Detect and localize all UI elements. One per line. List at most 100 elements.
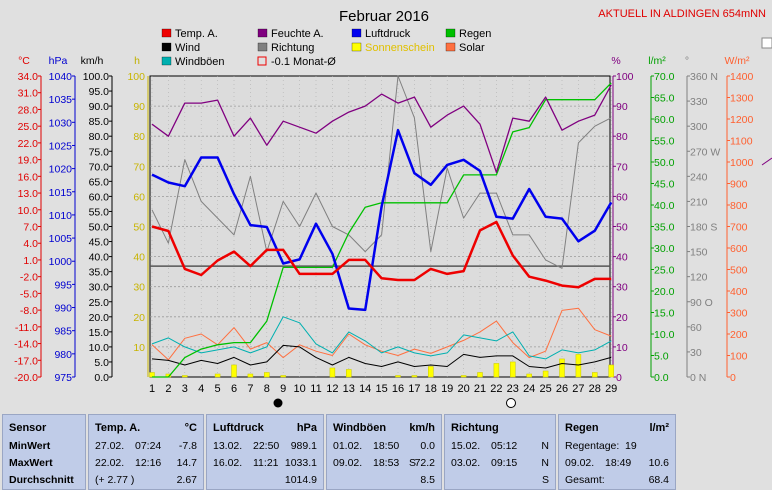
press-min-val: 989.1 (290, 440, 317, 452)
tick-label: 1400 (730, 71, 754, 83)
dir-max-time: 09:15 (491, 457, 518, 469)
tick-label: 1000 (730, 157, 754, 169)
tick-label: 90 O (690, 297, 713, 309)
tick-label: 45.0 (89, 237, 110, 249)
tick-label: 1020 (49, 164, 73, 176)
day-label: 16 (392, 383, 404, 395)
sunshine-bar (231, 364, 237, 378)
day-label: 7 (247, 383, 253, 395)
tick-label: 25.0 (18, 121, 39, 133)
rain-header: Regen (565, 422, 599, 434)
new-moon-icon (273, 398, 283, 408)
tick-label: 55.0 (89, 206, 110, 218)
tick-label: 1005 (49, 233, 73, 245)
stats-row-labels: Sensor MinWert MaxWert Durchschnitt (2, 414, 86, 490)
unit-2: km/h (81, 55, 104, 67)
station-label: AKTUELL IN ALDINGEN 654mNN (598, 8, 766, 20)
tick-label: 55.0 (654, 136, 675, 148)
day-label: 1 (149, 383, 155, 395)
tick-label: 1100 (730, 136, 753, 148)
tick-label: 10 (616, 342, 628, 354)
series-line-feuchte-a (151, 84, 612, 173)
sunshine-bar (477, 372, 483, 378)
tick-label: 5.0 (654, 351, 669, 363)
axis-units: °C hPa km/h h% l/m² ° W/m² (18, 55, 750, 67)
press-max-val: 1033.1 (284, 457, 317, 469)
day-label: 21 (474, 383, 486, 395)
series-line-solar (151, 307, 612, 361)
day-label: 17 (408, 383, 420, 395)
tick-label: 15.0 (89, 327, 110, 339)
tick-label: 30.0 (654, 243, 675, 255)
tick-label: 50.0 (89, 222, 110, 234)
sunshine-bar (247, 373, 254, 378)
tick-label: 990 (54, 303, 72, 315)
tick-label: 0 (730, 372, 736, 384)
tick-label: 70.0 (654, 71, 675, 83)
tick-label: 900 (730, 179, 748, 191)
gust-min-val: 0.0 (420, 440, 435, 452)
gust-unit: km/h (409, 422, 435, 434)
dir-header: Richtung (451, 422, 499, 434)
sun-tick-label: 100 (127, 71, 145, 83)
day-label: 8 (264, 383, 270, 395)
legend-label-2: Windböen (175, 56, 225, 68)
tick-label: 1300 (730, 93, 754, 105)
day-label: 27 (572, 383, 584, 395)
dir-max-val: N (541, 457, 549, 469)
weather-chart: Februar 2016 AKTUELL IN ALDINGEN 654mNN … (14, 8, 772, 408)
day-label: 4 (198, 383, 204, 395)
dir-min-val: N (541, 440, 549, 452)
legend: Temp. A. Wind Windböen Feuchte A. Richtung -0… (161, 28, 491, 68)
tick-label: 4.0 (23, 238, 38, 250)
temp-min-val: -7.8 (178, 440, 197, 452)
sunshine-bar (329, 367, 336, 378)
sunshine-bar (428, 366, 434, 378)
tick-label: 28.0 (18, 104, 39, 116)
sunshine-bar (526, 373, 532, 378)
dir-min-time: 05:12 (491, 440, 518, 452)
tick-label: 95.0 (89, 86, 110, 98)
day-label: 12 (326, 383, 338, 395)
scrollbar-stub (761, 37, 772, 166)
stats-press: Luftdruck hPa 13.02. 22:50 989.1 16.02. … (206, 414, 324, 490)
unit-4: % (611, 55, 620, 67)
press-max-date: 16.02. (213, 457, 243, 469)
tick-label: 0 N (690, 372, 706, 384)
tick-label: 0 (616, 372, 622, 384)
tick-label: 1040 (49, 71, 73, 83)
legend-swatch-1 (161, 42, 172, 52)
rain-days-label: Regentage: (565, 440, 620, 452)
sunshine-bar (264, 372, 270, 378)
tick-label: 70.0 (89, 161, 110, 173)
tick-label: 45.0 (654, 179, 675, 191)
gust-max-val: 72.2 (414, 457, 435, 469)
tick-label: 995 (54, 279, 72, 291)
sun-tick-label: 90 (133, 101, 145, 113)
dir-avg-val: S (541, 474, 549, 486)
tick-label: 20.0 (89, 312, 110, 324)
press-avg-val: 1014.9 (284, 474, 317, 486)
press-unit: hPa (296, 422, 317, 434)
gust-min-date: 01.02. (333, 440, 363, 452)
tick-label: 10.0 (18, 205, 39, 217)
sunshine-bar (542, 370, 549, 378)
tick-label: 100 (730, 351, 748, 363)
label-max: MaxWert (9, 457, 53, 469)
tick-label: 100 (616, 71, 634, 83)
rain-total-val: 68.4 (648, 474, 669, 486)
legend-swatch-2 (161, 56, 172, 66)
day-label: 22 (490, 383, 502, 395)
temp-unit: °C (184, 422, 197, 434)
day-label: 15 (375, 383, 387, 395)
tick-label: 13.0 (18, 188, 39, 200)
tick-label: 985 (54, 326, 72, 338)
press-header: Luftdruck (213, 422, 264, 434)
series-line-wind (151, 344, 612, 369)
tick-label: -20.0 (14, 372, 38, 384)
tick-label: 10.0 (89, 342, 110, 354)
tick-label: 240 (690, 171, 708, 183)
legend-label-3: Feuchte A. (271, 28, 324, 40)
tick-label: 20 (616, 312, 628, 324)
series-line-luftdruck (151, 128, 613, 312)
